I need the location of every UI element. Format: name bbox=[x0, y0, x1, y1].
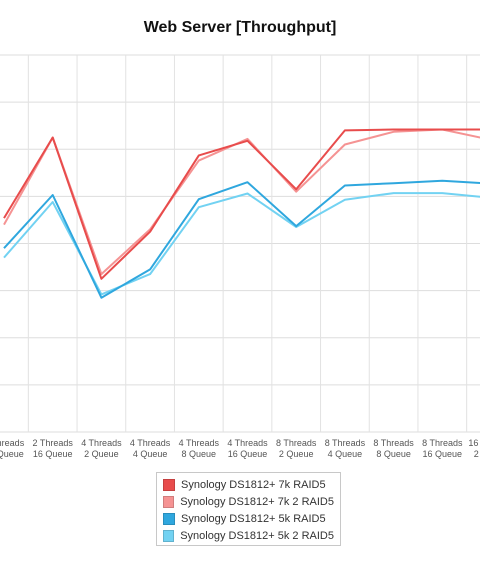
series-line-2 bbox=[3, 128, 480, 276]
x-tick-label: 8 Threads 2 Queue bbox=[276, 438, 317, 459]
legend-label: Synology DS1812+ 7k 2 RAID5 bbox=[180, 495, 334, 508]
legend-item: Synology DS1812+ 7k RAID5 bbox=[163, 476, 334, 493]
legend-label: Synology DS1812+ 7k RAID5 bbox=[181, 478, 326, 491]
x-tick-label: 4 Threads 8 Queue bbox=[179, 438, 220, 459]
legend-label: Synology DS1812+ 5k RAID5 bbox=[181, 512, 326, 525]
series-line-3 bbox=[3, 179, 480, 299]
legend-swatch bbox=[163, 478, 175, 491]
legend-swatch bbox=[163, 495, 175, 508]
x-tick-label: 4 Threads 4 Queue bbox=[130, 438, 171, 459]
x-tick-label: 4 Threads 16 Queue bbox=[227, 438, 268, 459]
series-line-1 bbox=[3, 128, 480, 280]
x-tick-label: 8 Threads 16 Queue bbox=[422, 438, 463, 459]
legend-item: Synology DS1812+ 7k 2 RAID5 bbox=[163, 493, 334, 510]
legend-label: Synology DS1812+ 5k 2 RAID5 bbox=[180, 529, 334, 542]
chart-grid bbox=[0, 54, 480, 433]
x-tick-label: 8 Threads 8 Queue bbox=[373, 438, 414, 459]
legend-item: Synology DS1812+ 5k RAID5 bbox=[163, 510, 334, 527]
chart-legend: Synology DS1812+ 7k RAID5 Synology DS181… bbox=[156, 472, 341, 546]
series-lines bbox=[3, 128, 480, 299]
x-tick-label: 8 Threads 4 Queue bbox=[325, 438, 366, 459]
legend-swatch bbox=[163, 529, 175, 542]
chart-title: Web Server [Throughput] bbox=[143, 19, 337, 36]
x-tick-label: 2 Threads 16 Queue bbox=[33, 438, 74, 459]
x-tick-label: 4 Threads 2 Queue bbox=[81, 438, 122, 459]
legend-item: Synology DS1812+ 5k 2 RAID5 bbox=[163, 527, 334, 544]
legend-swatch bbox=[163, 512, 175, 525]
